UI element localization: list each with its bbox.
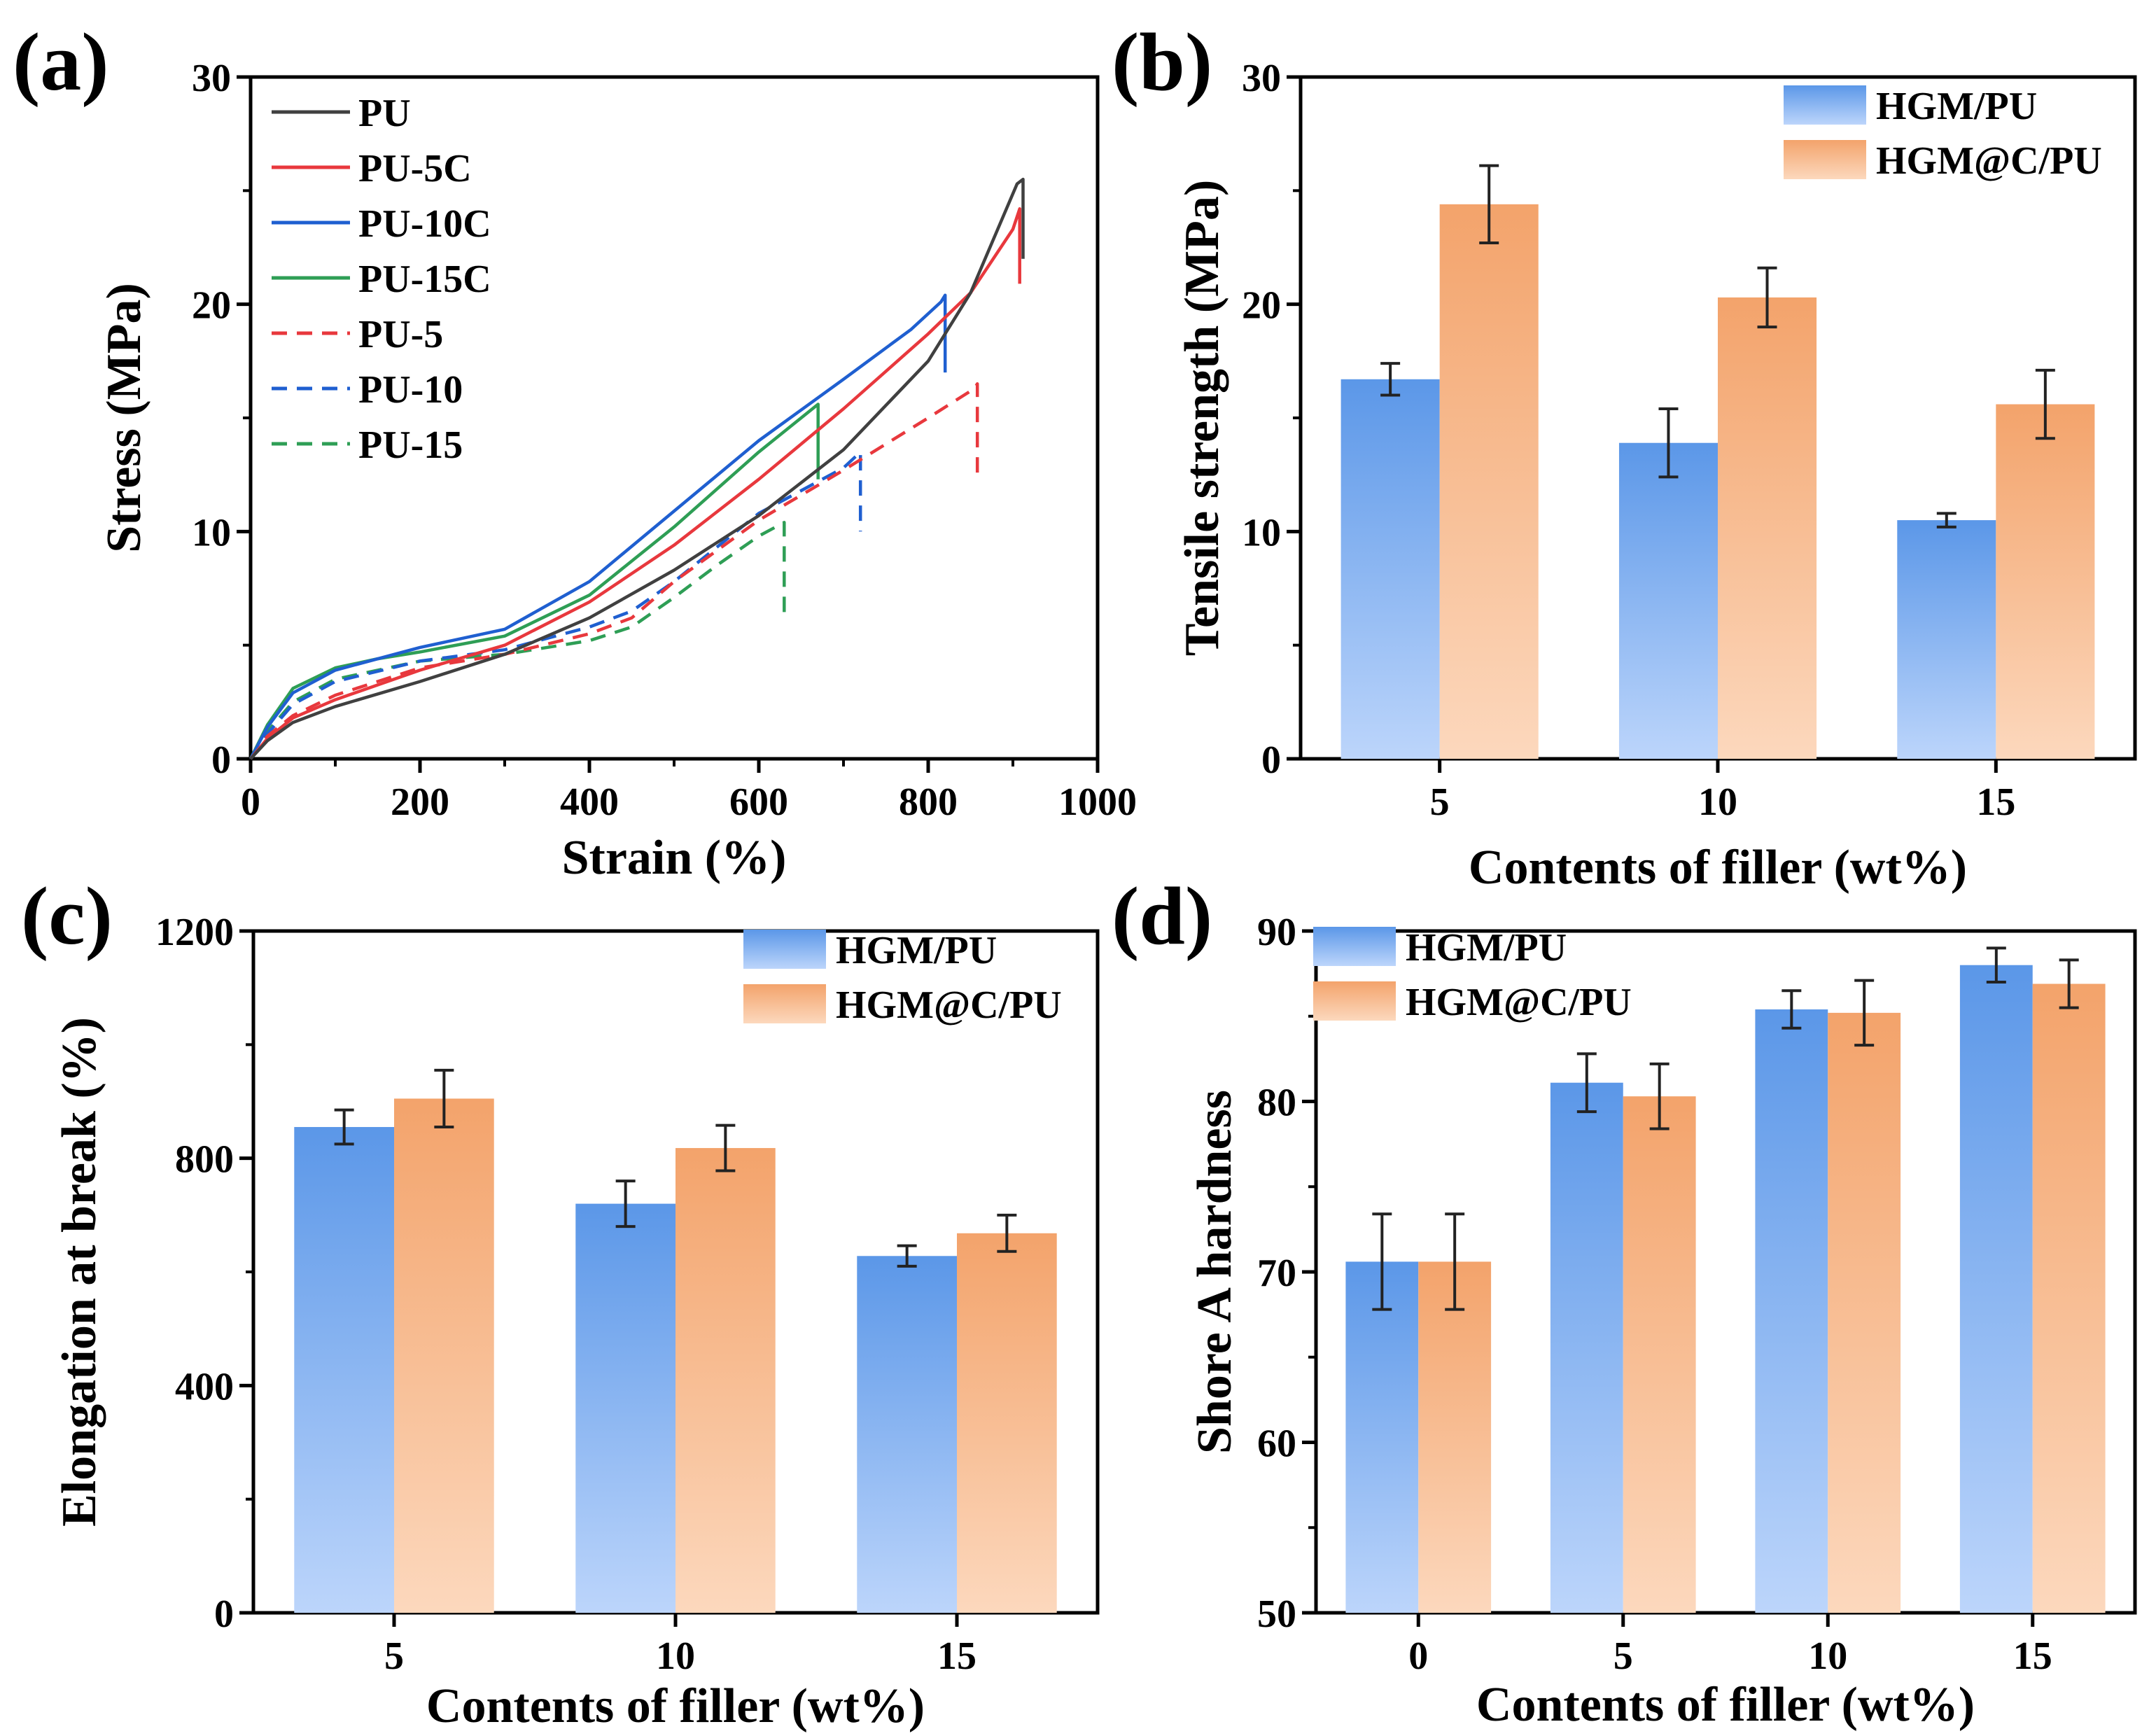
y-tick-label: 0 xyxy=(214,1592,234,1636)
y-tick-label: 1200 xyxy=(155,911,234,954)
y-tick-label: 70 xyxy=(1257,1252,1296,1295)
bar-hgm-pu xyxy=(575,1203,676,1613)
x-tick-label: 5 xyxy=(384,1634,404,1678)
bar-hgm-c-pu xyxy=(1996,404,2095,759)
legend-label-pu-10: PU-10 xyxy=(358,368,463,412)
bar-hgm-pu xyxy=(1618,442,1718,759)
x-tick-label: 1000 xyxy=(1058,780,1137,824)
x-axis-title: Contents of filler (wt%) xyxy=(1476,1678,1975,1732)
legend-label-hgm-c-pu: HGM@C/PU xyxy=(836,983,1062,1027)
bar-hgm-pu xyxy=(1345,1261,1419,1613)
legend-label-pu-15: PU-15 xyxy=(358,424,463,467)
x-tick-label: 10 xyxy=(656,1634,695,1678)
series-line-pu-15c xyxy=(248,402,820,760)
y-tick-label: 800 xyxy=(175,1138,234,1182)
legend-swatch-hgm-pu xyxy=(743,930,826,969)
y-tick-label: 90 xyxy=(1257,911,1296,954)
x-tick-label: 15 xyxy=(1976,780,2015,824)
y-tick-label: 0 xyxy=(1261,738,1281,782)
bar-hgm-c-pu xyxy=(1718,297,1817,760)
legend-swatch-hgm-c-pu xyxy=(1313,981,1396,1021)
y-tick-label: 0 xyxy=(211,738,231,782)
y-tick-label: 80 xyxy=(1257,1082,1296,1125)
bar-hgm-c-pu xyxy=(1418,1261,1492,1613)
legend-label-pu: PU xyxy=(358,92,411,135)
panel-a-stress-strain-chart: 0 10 20 30 Stress (MPa) Strain (%) (a) 0 200 400 6… xyxy=(13,16,1137,885)
series-line-pu xyxy=(249,177,1025,760)
legend-label-hgm-pu: HGM/PU xyxy=(1876,85,2037,128)
x-tick-label: 5 xyxy=(1614,1634,1633,1678)
y-tick-label: 20 xyxy=(1242,284,1281,328)
x-tick-label: 600 xyxy=(729,780,788,824)
bar-hgm-c-pu xyxy=(1623,1096,1696,1613)
x-tick-label: 0 xyxy=(1408,1634,1428,1678)
y-axis-title: Tensile strength (MPa) xyxy=(1175,180,1229,657)
y-tick-label: 10 xyxy=(192,511,231,554)
x-tick-label: 15 xyxy=(2013,1634,2052,1678)
bar-hgm-pu xyxy=(1959,965,2033,1613)
x-axis-title: Contents of filler (wt%) xyxy=(426,1679,925,1733)
legend-label-pu-15c: PU-15C xyxy=(358,258,491,301)
bar-hgm-c-pu xyxy=(394,1098,494,1613)
series-line-pu-10c xyxy=(249,293,947,760)
panel-label: (b) xyxy=(1112,16,1212,108)
series-line-pu-10 xyxy=(249,450,862,760)
x-tick-label: 5 xyxy=(1430,780,1450,824)
series-line-pu-5 xyxy=(249,382,979,760)
y-tick-label: 30 xyxy=(192,57,231,100)
legend-swatch-hgm-pu xyxy=(1313,927,1396,966)
y-tick-label: 20 xyxy=(192,284,231,328)
bar-hgm-pu xyxy=(1550,1082,1623,1613)
y-tick-label: 60 xyxy=(1257,1422,1296,1466)
panel-b-tensile-strength-chart: 0 10 20 30 Tensile strength (MPa) Contents of… xyxy=(1112,16,2137,895)
x-tick-label: 10 xyxy=(1698,780,1737,824)
legend-label-pu-5c: PU-5C xyxy=(358,147,472,190)
panel-label: (a) xyxy=(13,16,109,108)
bar-hgm-c-pu xyxy=(676,1148,776,1613)
bar-hgm-pu xyxy=(1897,520,1996,759)
y-tick-label: 50 xyxy=(1257,1592,1296,1636)
legend-label-hgm-pu: HGM/PU xyxy=(1406,926,1567,969)
legend-label-pu-5: PU-5 xyxy=(358,313,443,356)
panel-label: (d) xyxy=(1112,870,1212,962)
y-axis-title: Stress (MPa) xyxy=(97,283,151,553)
panel-c-elongation-chart: 0 400 800 1200 Elongation at break (%) Conten… xyxy=(21,870,1100,1733)
bar-hgm-c-pu xyxy=(1828,1012,1901,1613)
legend-label-hgm-c-pu: HGM@C/PU xyxy=(1876,139,2102,183)
legend-label-hgm-c-pu: HGM@C/PU xyxy=(1406,981,1632,1024)
panel-label: (c) xyxy=(21,870,113,962)
bar-hgm-pu xyxy=(294,1127,394,1613)
x-axis-title: Strain (%) xyxy=(562,831,787,885)
bar-hgm-c-pu xyxy=(1439,204,1539,759)
y-tick-label: 400 xyxy=(175,1365,234,1408)
x-tick-label: 15 xyxy=(937,1634,976,1678)
x-tick-label: 10 xyxy=(1808,1634,1847,1678)
legend-label-hgm-pu: HGM/PU xyxy=(836,929,997,972)
legend-label-pu-10c: PU-10C xyxy=(358,202,491,246)
bar-hgm-pu xyxy=(1755,1009,1828,1613)
y-axis-title: Elongation at break (%) xyxy=(52,1017,106,1527)
bar-hgm-c-pu xyxy=(2032,983,2106,1613)
y-axis-title: Shore A hardness xyxy=(1188,1090,1242,1454)
bar-hgm-c-pu xyxy=(957,1233,1057,1613)
y-tick-label: 30 xyxy=(1242,57,1281,100)
x-tick-label: 400 xyxy=(560,780,619,824)
x-tick-label: 200 xyxy=(391,780,449,824)
legend-swatch-hgm-pu xyxy=(1784,85,1866,125)
x-tick-label: 800 xyxy=(899,780,958,824)
legend-swatch-hgm-c-pu xyxy=(743,984,826,1023)
x-axis-title: Contents of filler (wt%) xyxy=(1469,841,1967,895)
series-line-pu-5c xyxy=(249,207,1021,760)
x-tick-label: 0 xyxy=(241,780,260,824)
bar-hgm-pu xyxy=(1340,379,1440,759)
y-tick-label: 10 xyxy=(1242,511,1281,554)
legend-swatch-hgm-c-pu xyxy=(1784,140,1866,179)
bar-hgm-pu xyxy=(857,1256,957,1613)
